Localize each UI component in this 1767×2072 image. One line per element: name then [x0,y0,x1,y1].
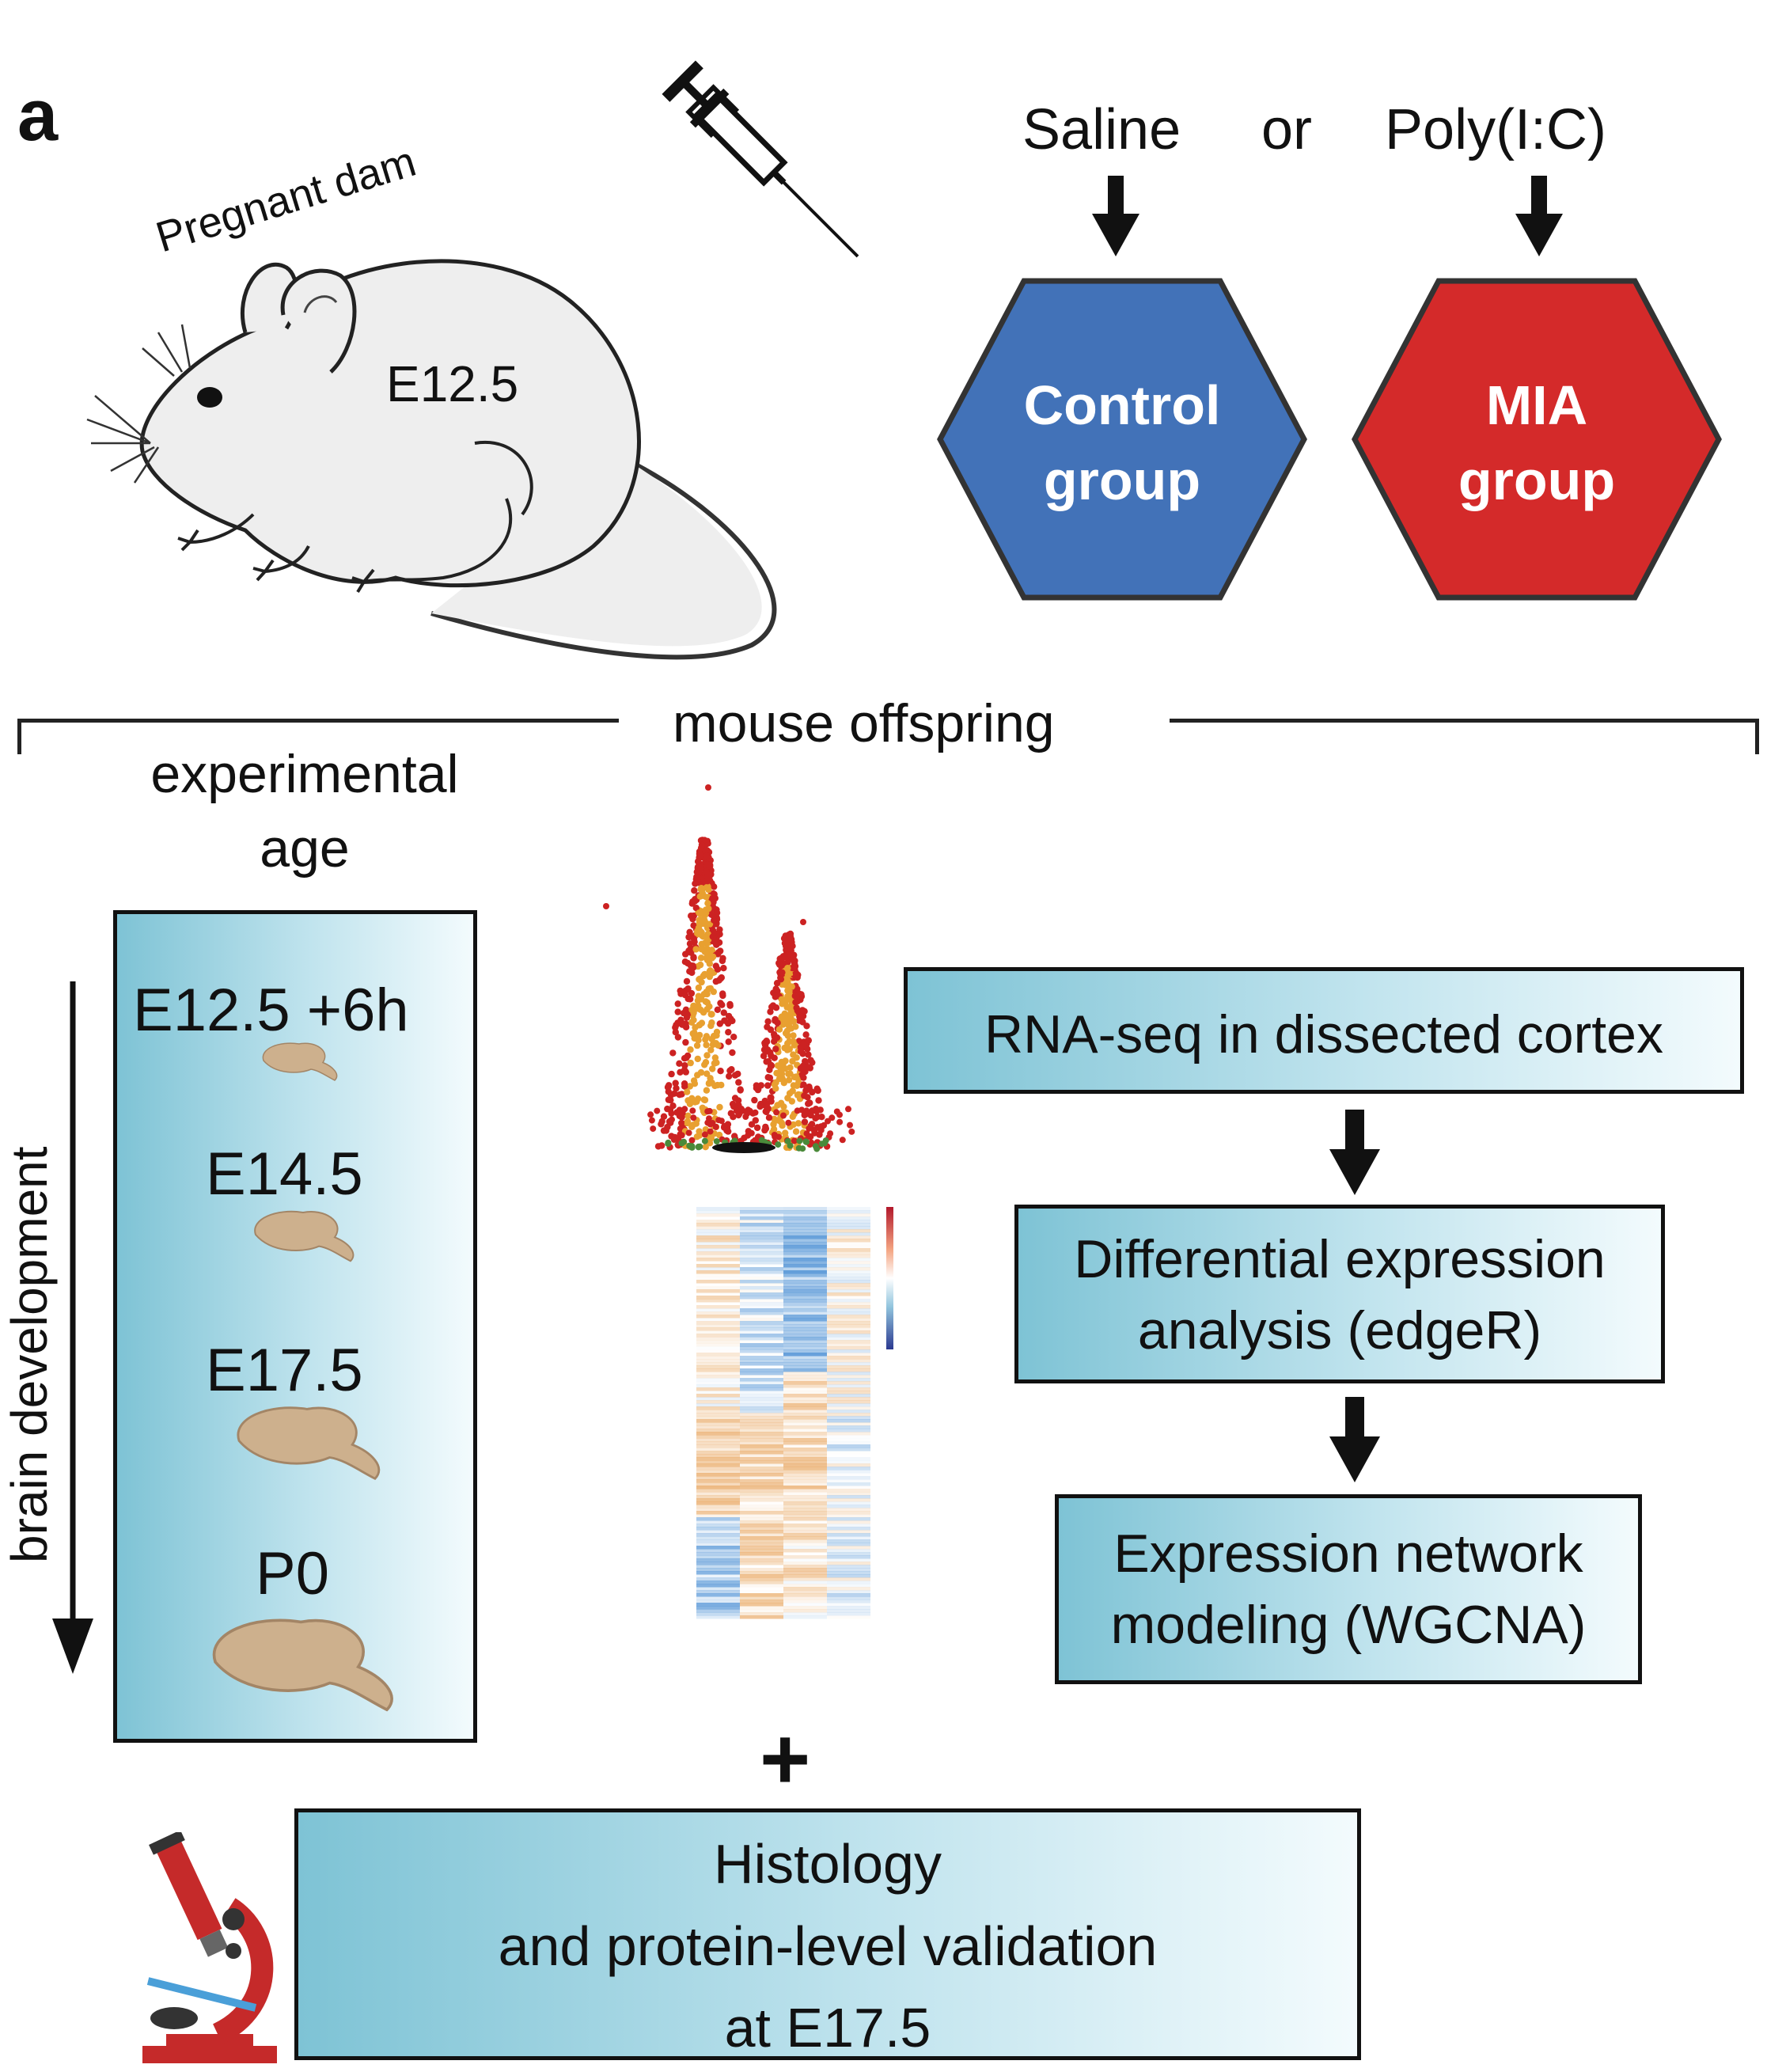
brain-icon [262,1042,338,1081]
wgcna-box: Expression network modeling (WGCNA) [1055,1494,1642,1684]
offspring-bracket-right [1170,719,1759,754]
rnaseq-label: RNA-seq in dissected cortex [984,1004,1663,1064]
experimental-age-box: E12.5 +6h E14.5 E17.5 P0 [113,910,477,1743]
heatmap [696,1207,893,1619]
volcano-plot [603,784,855,1153]
age-label-e14-5: E14.5 [206,1140,363,1208]
age-label-p0: P0 [256,1540,329,1607]
down-arrow-icon [1515,176,1563,256]
mia-group-hexagon: MIA group [1350,277,1723,601]
validation-line1: Histology [714,1833,942,1895]
control-group-label-line2: group [1043,449,1201,511]
mouse-illustration [86,259,777,660]
microscope-icon [142,1832,277,2063]
mia-group-label-line1: MIA [1485,374,1588,436]
control-group-hexagon: Control group [935,277,1309,601]
age-label-e12-5: E12.5 +6h [133,977,409,1044]
brain-icon [254,1210,355,1262]
wgcna-label-line1: Expression network [1113,1524,1583,1584]
validation-line3: at E17.5 [724,1997,931,2059]
polyic-label: Poly(I:C) [1385,98,1607,161]
brain-icon [212,1619,393,1712]
age-label-e17-5: E17.5 [206,1337,363,1404]
experimental-age-heading: experimental age [150,744,459,879]
de-label-line1: Differential expression [1074,1229,1606,1289]
offspring-bracket-left [17,719,619,754]
mia-group-label-line2: group [1458,449,1616,511]
down-arrow-icon [1092,176,1139,256]
down-arrow-icon [1329,1110,1380,1195]
plus-sign: + [760,1710,811,1808]
wgcna-label-line2: modeling (WGCNA) [1110,1594,1587,1655]
offspring-label: mouse offspring [673,693,1055,753]
mouse-age-label: E12.5 [386,355,519,412]
rnaseq-box: RNA-seq in dissected cortex [904,967,1744,1094]
differential-expression-box: Differential expression analysis (edgeR) [1014,1205,1665,1383]
validation-line2: and protein-level validation [498,1915,1158,1977]
or-label: or [1261,98,1313,161]
brain-icon [237,1406,381,1480]
de-label-line2: analysis (edgeR) [1137,1300,1542,1360]
saline-label: Saline [1022,98,1181,161]
down-arrow-icon [1329,1397,1380,1482]
control-group-label-line1: Control [1023,374,1221,436]
validation-box: Histology and protein-level validation a… [294,1808,1361,2060]
panel-letter: a [17,75,59,156]
syringe-icon [662,60,859,258]
brain-development-arrow [52,981,93,1674]
